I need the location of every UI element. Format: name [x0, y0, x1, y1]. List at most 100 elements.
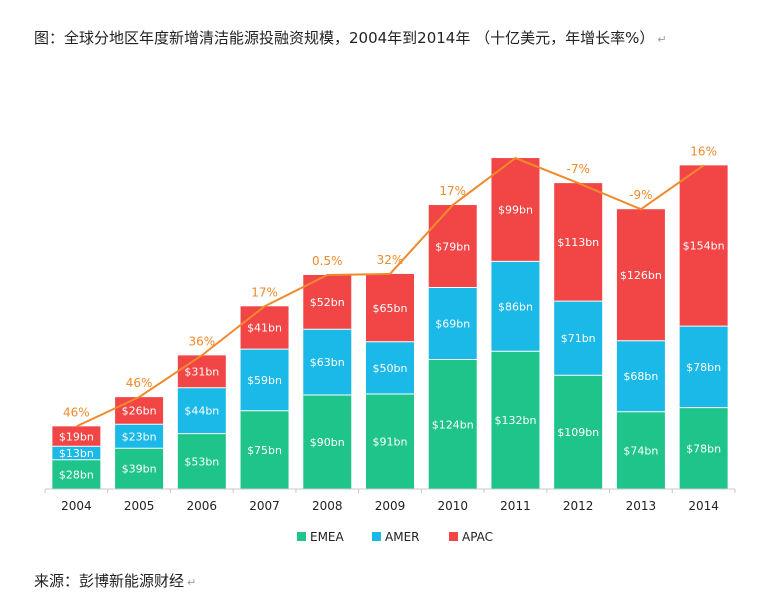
data-label-amer-2010: $69bn — [435, 318, 470, 331]
bar-emea-2009 — [366, 393, 414, 489]
data-label-amer-2005: $23bn — [122, 430, 157, 443]
x-tick-label-2004: 2004 — [61, 499, 92, 513]
data-label-apac-2008: $52bn — [310, 296, 345, 309]
bar-amer-2009 — [366, 341, 414, 394]
data-label-emea-2010: $124bn — [432, 418, 474, 431]
x-tick-label-2008: 2008 — [312, 499, 343, 513]
bar-amer-2014 — [679, 326, 728, 408]
legend-label-amer: AMER — [385, 530, 419, 544]
bar-amer-2012 — [554, 301, 603, 376]
growth-label-2004: 46% — [63, 405, 90, 419]
source-note: 来源：彭博新能源财经 ↵ — [34, 570, 196, 591]
x-tick-label-2006: 2006 — [187, 499, 218, 513]
bar-apac-2011 — [491, 158, 540, 262]
data-label-amer-2004: $13bn — [59, 447, 94, 460]
stacked-bar-chart: $28bn $13bn $19bn $39bn $23bn $26bn $53bn $44bn… — [44, 144, 736, 544]
legend-label-emea: EMEA — [310, 530, 345, 544]
data-label-amer-2006: $44bn — [184, 405, 219, 418]
growth-label-2006: 36% — [188, 334, 215, 348]
source-text: 来源：彭博新能源财经 — [34, 572, 185, 590]
data-label-apac-2012: $113bn — [557, 236, 599, 249]
chart-title: 图：全球分地区年度新增清洁能源投融资规模，2004年到2014年 （十亿美元，年… — [34, 24, 734, 54]
data-label-amer-2012: $71bn — [561, 332, 596, 345]
bar-amer-2008 — [303, 329, 352, 396]
growth-rate-line — [75, 156, 705, 428]
bar-amer-2007 — [240, 349, 289, 411]
bar-apac-2010 — [428, 205, 477, 288]
data-label-emea-2006: $53bn — [184, 455, 219, 468]
data-label-emea-2008: $90bn — [310, 436, 345, 449]
legend-swatch-amer — [372, 532, 381, 541]
bar-apac-2006 — [177, 355, 226, 388]
bar-emea-2007 — [240, 410, 289, 489]
data-label-emea-2004: $28bn — [59, 468, 94, 481]
bar-emea-2014 — [679, 407, 728, 489]
data-label-amer-2009: $50bn — [373, 362, 408, 375]
growth-label-2013: -9% — [629, 188, 652, 202]
legend-label-apac: APAC — [462, 530, 493, 544]
bar-emea-2008 — [303, 395, 352, 489]
bar-amer-2004 — [52, 446, 101, 460]
bar-emea-2013 — [616, 411, 665, 489]
data-label-emea-2013: $74bn — [623, 444, 658, 457]
bar-amer-2005 — [115, 424, 164, 449]
data-label-emea-2012: $109bn — [557, 426, 599, 439]
growth-label-2008: 0.5% — [312, 254, 343, 268]
x-tick-label-2013: 2013 — [626, 499, 657, 513]
bar-apac-2014 — [679, 165, 728, 327]
bar-apac-2004 — [52, 426, 101, 447]
x-tick-label-2010: 2010 — [437, 499, 468, 513]
legend-swatch-emea — [297, 532, 306, 541]
data-label-emea-2011: $132bn — [494, 414, 536, 427]
x-tick-label-2009: 2009 — [375, 499, 406, 513]
data-label-apac-2006: $31bn — [184, 366, 219, 379]
bar-apac-2013 — [616, 209, 665, 341]
bar-emea-2011 — [491, 351, 540, 489]
legend-swatch-apac — [449, 532, 458, 541]
x-tick-label-2011: 2011 — [500, 499, 531, 513]
data-label-amer-2013: $68bn — [623, 370, 658, 383]
data-label-emea-2014: $78bn — [686, 442, 721, 455]
paragraph-mark: ↵ — [657, 33, 667, 46]
data-label-apac-2011: $99bn — [498, 204, 533, 217]
growth-label-2012: -7% — [566, 162, 589, 176]
chart-title-text: 图：全球分地区年度新增清洁能源投融资规模，2004年到2014年 （十亿美元，年… — [34, 29, 655, 47]
bar-emea-2010 — [428, 359, 477, 489]
bar-emea-2004 — [52, 459, 101, 489]
growth-label-2009: 32% — [377, 253, 404, 267]
bar-amer-2013 — [616, 340, 665, 412]
data-label-emea-2007: $75bn — [247, 444, 282, 457]
bar-amer-2006 — [177, 387, 226, 434]
bar-apac-2012 — [554, 183, 603, 302]
data-label-apac-2009: $65bn — [373, 302, 408, 315]
bar-apac-2005 — [115, 397, 164, 425]
data-label-apac-2013: $126bn — [620, 269, 662, 282]
bar-emea-2006 — [177, 433, 226, 489]
growth-label-2010: 17% — [439, 184, 466, 198]
data-label-emea-2005: $39bn — [122, 463, 157, 476]
growth-label-2005: 46% — [126, 376, 153, 390]
x-tick-label-2014: 2014 — [688, 499, 719, 513]
data-label-amer-2011: $86bn — [498, 300, 533, 313]
x-tick-label-2005: 2005 — [124, 499, 155, 513]
data-label-emea-2009: $91bn — [373, 435, 408, 448]
data-label-apac-2010: $79bn — [435, 240, 470, 253]
x-tick-label-2012: 2012 — [563, 499, 594, 513]
x-tick-label-2007: 2007 — [249, 499, 280, 513]
data-label-apac-2004: $19bn — [59, 430, 94, 443]
bar-apac-2007 — [240, 306, 289, 350]
growth-label-2014: 16% — [690, 144, 717, 158]
data-label-amer-2014: $78bn — [686, 361, 721, 374]
bar-emea-2005 — [115, 448, 164, 489]
bar-amer-2010 — [428, 287, 477, 360]
bar-amer-2011 — [491, 261, 540, 352]
data-label-amer-2008: $63bn — [310, 356, 345, 369]
data-label-apac-2005: $26bn — [122, 405, 157, 418]
data-label-amer-2007: $59bn — [247, 374, 282, 387]
data-label-apac-2007: $41bn — [247, 322, 282, 335]
data-label-apac-2014: $154bn — [683, 240, 725, 253]
bar-apac-2009 — [366, 273, 414, 342]
growth-label-2007: 17% — [251, 285, 278, 299]
paragraph-mark: ↵ — [187, 576, 197, 589]
bar-emea-2012 — [554, 375, 603, 489]
